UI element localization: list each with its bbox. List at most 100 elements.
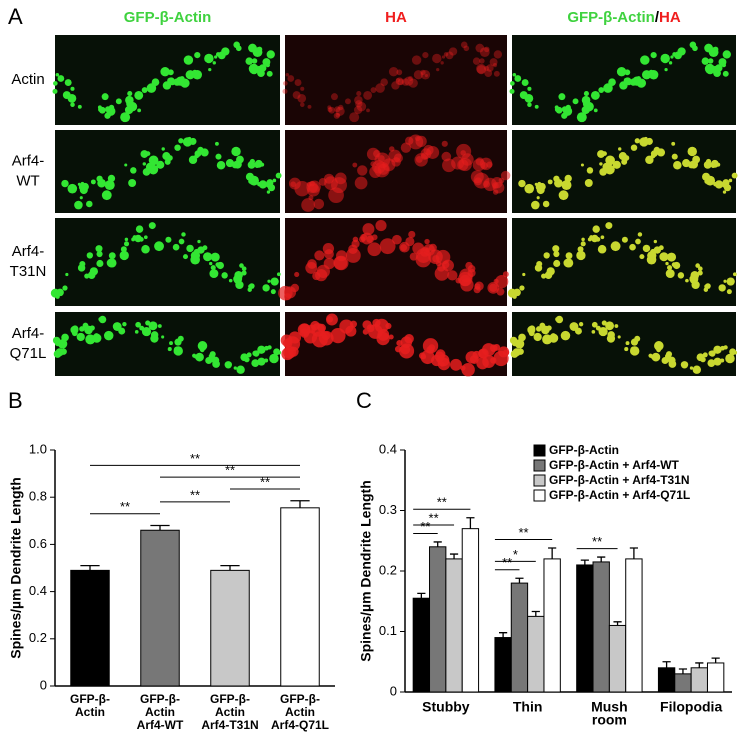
micrograph-spot bbox=[680, 361, 689, 369]
micrograph-spot bbox=[354, 95, 363, 105]
micrograph-spot bbox=[598, 327, 608, 337]
micrograph-spot bbox=[399, 343, 415, 359]
micrograph-spot bbox=[561, 106, 568, 113]
x-tick-label: Stubby bbox=[422, 699, 470, 715]
micrograph-spot bbox=[614, 324, 619, 328]
micrograph-spot bbox=[294, 271, 300, 278]
micrograph-spot bbox=[61, 179, 69, 188]
micrograph-spot bbox=[576, 112, 587, 123]
micrograph-spot bbox=[308, 195, 314, 201]
micrograph-spot bbox=[666, 252, 677, 262]
bar bbox=[674, 673, 692, 693]
micrograph-spot bbox=[257, 357, 266, 366]
micrograph-spot bbox=[154, 241, 164, 252]
micrograph-spot bbox=[301, 198, 315, 212]
micrograph bbox=[285, 130, 507, 213]
micrograph-spot bbox=[334, 172, 347, 185]
micrograph-spot bbox=[156, 160, 165, 169]
micrograph-spot bbox=[705, 158, 712, 165]
micrograph-spot bbox=[264, 358, 269, 363]
micrograph-spot bbox=[327, 105, 332, 110]
micrograph-spot bbox=[414, 153, 428, 167]
column-header: GFP-β-Actin/HA bbox=[567, 9, 680, 26]
micrograph-spot bbox=[179, 76, 185, 82]
micrograph-spot bbox=[233, 366, 237, 370]
micrograph-spot bbox=[672, 52, 677, 57]
micrograph-spot bbox=[725, 353, 735, 364]
micrograph-spot bbox=[270, 277, 279, 286]
micrograph-spot bbox=[192, 70, 203, 80]
micrograph-spot bbox=[689, 160, 698, 169]
row-label: WT bbox=[16, 172, 39, 189]
micrograph-spot bbox=[208, 67, 212, 72]
error-bar bbox=[80, 564, 100, 571]
micrograph bbox=[55, 312, 280, 376]
column-header: GFP-β-Actin bbox=[124, 9, 211, 26]
micrograph-spot bbox=[265, 62, 270, 68]
micrograph-spot bbox=[276, 272, 281, 277]
significance-label: ** bbox=[190, 487, 200, 502]
micrograph-spot bbox=[131, 237, 136, 242]
micrograph-spot bbox=[424, 238, 430, 245]
panel-label: C bbox=[356, 388, 372, 413]
y-axis-label: Spines/µm Dendrite Length bbox=[8, 477, 24, 659]
legend-label: GFP-β-Actin + Arf4-Q71L bbox=[549, 488, 690, 502]
micrograph-spot bbox=[282, 88, 288, 94]
micrograph-spot bbox=[300, 86, 305, 91]
micrograph-spot bbox=[335, 112, 341, 118]
micrograph-spot bbox=[174, 144, 181, 151]
micrograph-spot bbox=[326, 316, 334, 323]
significance-label: ** bbox=[260, 474, 270, 489]
micrograph-spot bbox=[668, 356, 676, 365]
micrograph-spot bbox=[128, 179, 137, 187]
micrograph-spot bbox=[534, 104, 539, 109]
micrograph-spot bbox=[258, 180, 268, 189]
micrograph-spot bbox=[118, 327, 126, 335]
micrograph-spot bbox=[645, 155, 654, 165]
micrograph-spot bbox=[521, 79, 529, 87]
micrograph-spot bbox=[395, 77, 404, 86]
micrograph bbox=[512, 130, 736, 213]
micrograph-spot bbox=[713, 345, 722, 354]
micrograph-spot bbox=[558, 190, 569, 201]
micrograph-spot bbox=[460, 365, 466, 371]
micrograph-spot bbox=[288, 177, 301, 190]
micrograph-spot bbox=[601, 320, 607, 326]
micrograph-spot bbox=[328, 106, 336, 114]
micrograph-spot bbox=[382, 158, 396, 172]
micrograph-spot bbox=[388, 67, 399, 77]
column-header-part: GFP-β-Actin bbox=[567, 9, 654, 26]
micrograph-spot bbox=[578, 321, 584, 327]
micrograph-spot bbox=[429, 243, 437, 252]
micrograph-spot bbox=[577, 246, 584, 253]
micrograph-spot bbox=[345, 325, 357, 337]
micrograph-spot bbox=[239, 263, 244, 268]
micrograph-spot bbox=[415, 252, 431, 268]
micrograph-spot bbox=[580, 241, 586, 247]
x-tick-label: Arf4-WT bbox=[137, 718, 184, 732]
micrograph-spot bbox=[524, 93, 534, 103]
micrograph-spot bbox=[294, 79, 302, 87]
micrograph-spot bbox=[79, 196, 83, 200]
bar bbox=[576, 564, 594, 693]
bar bbox=[70, 569, 110, 687]
micrograph-spot bbox=[460, 41, 468, 49]
micrograph-spot bbox=[323, 257, 335, 270]
micrograph-spot bbox=[244, 356, 250, 363]
micrograph-spot bbox=[205, 356, 213, 365]
micrograph-spot bbox=[328, 187, 344, 204]
micrograph-spot bbox=[733, 350, 738, 355]
micrograph-spot bbox=[145, 320, 151, 326]
micrograph-spot bbox=[216, 261, 224, 270]
micrograph-spot bbox=[314, 250, 325, 261]
micrograph-spot bbox=[695, 263, 700, 268]
legend-label: GFP-β-Actin bbox=[549, 443, 619, 457]
micrograph-spot bbox=[178, 138, 184, 144]
micrograph-spot bbox=[404, 76, 414, 86]
micrograph-spot bbox=[79, 261, 86, 268]
micrograph-spot bbox=[718, 284, 726, 292]
bar bbox=[608, 624, 627, 693]
micrograph-spot bbox=[640, 55, 650, 65]
micrograph-spot bbox=[385, 322, 392, 330]
micrograph-spot bbox=[335, 106, 345, 116]
